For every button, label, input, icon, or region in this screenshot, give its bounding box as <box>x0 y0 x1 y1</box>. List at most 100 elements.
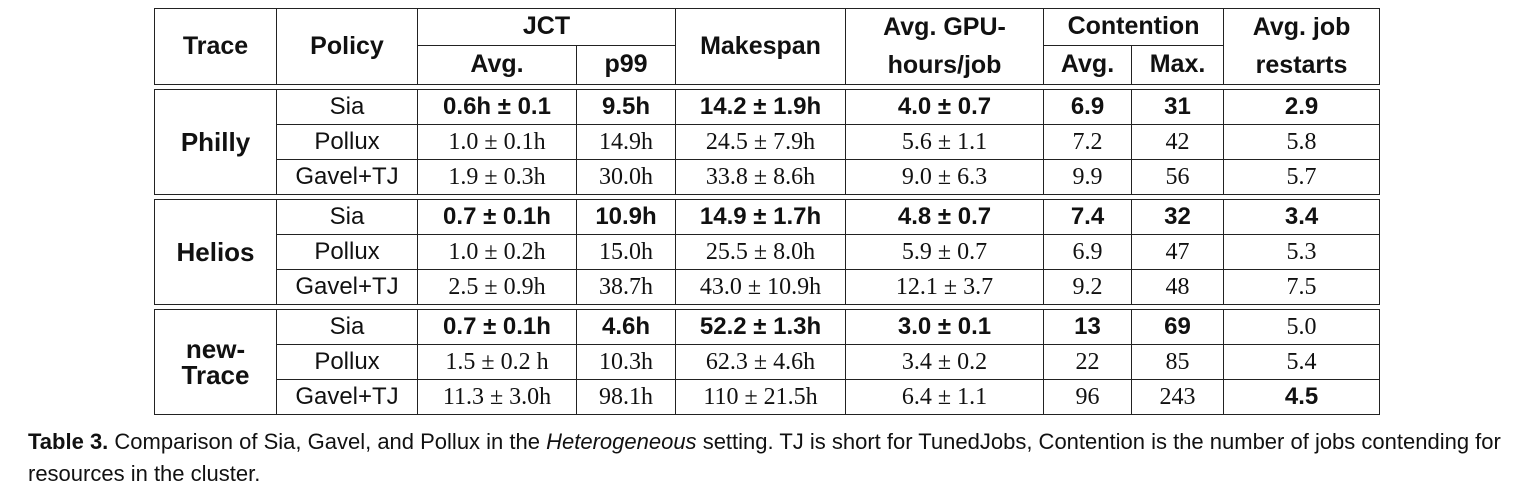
gpu-hours-cell: 4.8 ± 0.7 <box>845 199 1045 235</box>
group-new-trace: new-Trace Sia 0.7 ± 0.1h 4.6h 52.2 ± 1.3… <box>154 309 1381 415</box>
jct-p99-cell: 4.6h <box>575 309 677 345</box>
header-makespan: Makespan <box>675 8 847 85</box>
contention-avg-cell: 7.4 <box>1043 199 1133 235</box>
policy-cell: Pollux <box>276 344 418 380</box>
jct-p99-cell: 14.9h <box>575 124 677 160</box>
table-row: Gavel+TJ 11.3 ± 3.0h 98.1h 110 ± 21.5h 6… <box>155 379 1381 415</box>
restarts-cell: 5.3 <box>1223 234 1381 270</box>
makespan-cell: 24.5 ± 7.9h <box>675 124 847 160</box>
group-philly: Philly Sia 0.6h ± 0.1 9.5h 14.2 ± 1.9h 4… <box>154 89 1381 195</box>
contention-avg-cell: 9.2 <box>1043 269 1133 305</box>
header-contention: Contention <box>1043 8 1225 46</box>
makespan-cell: 14.9 ± 1.7h <box>675 199 847 235</box>
restarts-cell: 5.4 <box>1223 344 1381 380</box>
contention-max-cell: 42 <box>1131 124 1225 160</box>
gpu-hours-cell: 9.0 ± 6.3 <box>845 159 1045 195</box>
makespan-cell: 14.2 ± 1.9h <box>675 89 847 125</box>
results-table: Trace Policy JCT Makespan Avg. GPU-hours… <box>154 8 1381 415</box>
restarts-cell: 5.0 <box>1223 309 1381 345</box>
contention-max-cell: 243 <box>1131 379 1225 415</box>
trace-label: Philly <box>154 89 277 195</box>
makespan-cell: 62.3 ± 4.6h <box>675 344 847 380</box>
gpu-hours-cell: 5.9 ± 0.7 <box>845 234 1045 270</box>
header-contention-max: Max. <box>1131 44 1225 86</box>
jct-p99-cell: 10.3h <box>575 344 677 380</box>
restarts-cell: 7.5 <box>1223 269 1381 305</box>
policy-cell: Gavel+TJ <box>276 269 418 305</box>
contention-avg-cell: 22 <box>1043 344 1133 380</box>
jct-avg-cell: 0.7 ± 0.1h <box>417 199 577 235</box>
restarts-cell: 3.4 <box>1223 199 1381 235</box>
contention-max-cell: 47 <box>1131 234 1225 270</box>
header-restarts: Avg. job restarts <box>1223 8 1381 85</box>
table-caption: Table 3. Comparison of Sia, Gavel, and P… <box>28 426 1508 490</box>
restarts-cell: 5.8 <box>1223 124 1381 160</box>
caption-label: Table 3. <box>28 429 109 454</box>
policy-cell: Gavel+TJ <box>276 379 418 415</box>
restarts-cell: 5.7 <box>1223 159 1381 195</box>
contention-max-cell: 69 <box>1131 309 1225 345</box>
jct-p99-cell: 98.1h <box>575 379 677 415</box>
restarts-cell: 4.5 <box>1223 379 1381 415</box>
table-row: Pollux 1.0 ± 0.1h 14.9h 24.5 ± 7.9h 5.6 … <box>155 124 1381 160</box>
policy-cell: Sia <box>276 199 418 235</box>
trace-label: Helios <box>154 199 277 305</box>
contention-max-cell: 31 <box>1131 89 1225 125</box>
table-row: new-Trace Sia 0.7 ± 0.1h 4.6h 52.2 ± 1.3… <box>154 309 1381 415</box>
makespan-cell: 52.2 ± 1.3h <box>675 309 847 345</box>
contention-avg-cell: 7.2 <box>1043 124 1133 160</box>
makespan-cell: 25.5 ± 8.0h <box>675 234 847 270</box>
caption-text-after: setting. TJ is short for TunedJobs, Cont… <box>28 429 1501 486</box>
policy-cell: Pollux <box>276 234 418 270</box>
contention-avg-cell: 13 <box>1043 309 1133 345</box>
group-helios: Helios Sia 0.7 ± 0.1h 10.9h 14.9 ± 1.7h … <box>154 199 1381 305</box>
header-trace: Trace <box>154 8 277 85</box>
trace-label: new-Trace <box>154 309 277 415</box>
header-jct-p99: p99 <box>575 44 677 86</box>
jct-avg-cell: 1.0 ± 0.2h <box>417 234 577 270</box>
jct-p99-cell: 38.7h <box>575 269 677 305</box>
contention-avg-cell: 9.9 <box>1043 159 1133 195</box>
header-jct-avg: Avg. <box>417 44 577 86</box>
policy-cell: Sia <box>276 309 418 345</box>
contention-max-cell: 48 <box>1131 269 1225 305</box>
contention-max-cell: 85 <box>1131 344 1225 380</box>
makespan-cell: 110 ± 21.5h <box>675 379 847 415</box>
gpu-hours-cell: 6.4 ± 1.1 <box>845 379 1045 415</box>
header-gpu-hours: Avg. GPU-hours/job <box>845 8 1045 85</box>
contention-max-cell: 56 <box>1131 159 1225 195</box>
contention-max-cell: 32 <box>1131 199 1225 235</box>
table-row: Helios Sia 0.7 ± 0.1h 10.9h 14.9 ± 1.7h … <box>154 199 1381 305</box>
policy-cell: Sia <box>276 89 418 125</box>
table-row: Philly Sia 0.6h ± 0.1 9.5h 14.2 ± 1.9h 4… <box>154 89 1381 195</box>
policy-cell: Pollux <box>276 124 418 160</box>
jct-p99-cell: 30.0h <box>575 159 677 195</box>
header-jct: JCT <box>416 8 677 46</box>
table-row: Gavel+TJ 2.5 ± 0.9h 38.7h 43.0 ± 10.9h 1… <box>155 269 1381 305</box>
header-contention-avg: Avg. <box>1043 44 1133 86</box>
table-header: Trace Policy JCT Makespan Avg. GPU-hours… <box>154 8 1381 86</box>
jct-avg-cell: 11.3 ± 3.0h <box>417 379 577 415</box>
table-row: Pollux 1.5 ± 0.2 h 10.3h 62.3 ± 4.6h 3.4… <box>155 344 1381 380</box>
header-policy: Policy <box>276 8 418 85</box>
jct-p99-cell: 9.5h <box>575 89 677 125</box>
contention-avg-cell: 6.9 <box>1043 89 1133 125</box>
caption-text-before: Comparison of Sia, Gavel, and Pollux in … <box>114 429 540 454</box>
jct-p99-cell: 15.0h <box>575 234 677 270</box>
jct-avg-cell: 1.0 ± 0.1h <box>417 124 577 160</box>
gpu-hours-cell: 12.1 ± 3.7 <box>845 269 1045 305</box>
jct-avg-cell: 1.5 ± 0.2 h <box>417 344 577 380</box>
gpu-hours-cell: 4.0 ± 0.7 <box>845 89 1045 125</box>
gpu-hours-cell: 3.4 ± 0.2 <box>845 344 1045 380</box>
table-row: Gavel+TJ 1.9 ± 0.3h 30.0h 33.8 ± 8.6h 9.… <box>155 159 1381 195</box>
restarts-cell: 2.9 <box>1223 89 1381 125</box>
contention-avg-cell: 6.9 <box>1043 234 1133 270</box>
jct-avg-cell: 1.9 ± 0.3h <box>417 159 577 195</box>
gpu-hours-cell: 5.6 ± 1.1 <box>845 124 1045 160</box>
gpu-hours-cell: 3.0 ± 0.1 <box>845 309 1045 345</box>
jct-p99-cell: 10.9h <box>575 199 677 235</box>
makespan-cell: 43.0 ± 10.9h <box>675 269 847 305</box>
makespan-cell: 33.8 ± 8.6h <box>675 159 847 195</box>
jct-avg-cell: 2.5 ± 0.9h <box>417 269 577 305</box>
policy-cell: Gavel+TJ <box>276 159 418 195</box>
